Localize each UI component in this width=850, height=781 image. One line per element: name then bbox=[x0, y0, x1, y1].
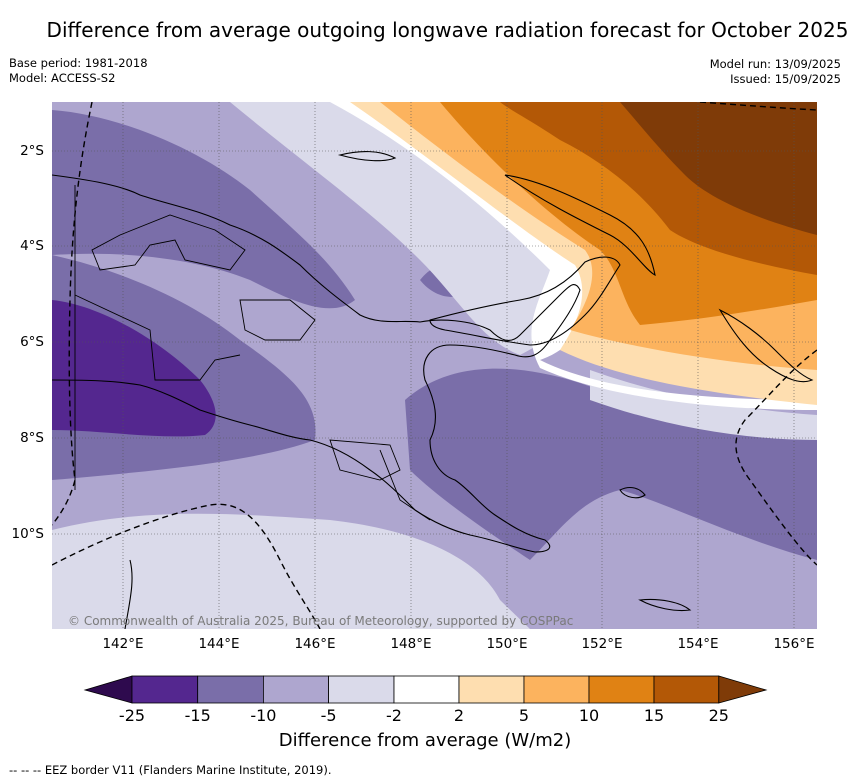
manus-island bbox=[337, 151, 397, 162]
issued-text: Issued: 15/09/2025 bbox=[730, 72, 841, 86]
border-sepik bbox=[91, 214, 246, 271]
fill-neg5-neg2-south bbox=[52, 513, 530, 629]
colorbar bbox=[83, 675, 768, 704]
border-highlands bbox=[239, 299, 316, 341]
fill-neg25-neg15 bbox=[52, 300, 216, 437]
meta-left: Base period: 1981-2018 Model: ACCESS-S2 bbox=[9, 56, 148, 86]
colorbar-seg-5 bbox=[393, 675, 460, 704]
colorbar-tick-8: 15 bbox=[643, 706, 665, 725]
colorbar-tick-6: 5 bbox=[518, 706, 530, 725]
lon-label-142e: 142°E bbox=[102, 636, 144, 652]
lat-label-2s: 2°S bbox=[20, 143, 44, 159]
map-title: Difference from average outgoing longwav… bbox=[46, 18, 849, 42]
colorbar-seg-3 bbox=[262, 675, 329, 704]
colorbar-tick-5: 2 bbox=[453, 706, 465, 725]
lon-label-146e: 146°E bbox=[294, 636, 336, 652]
border-western bbox=[74, 294, 241, 381]
colorbar-seg-7 bbox=[523, 675, 590, 704]
eez-northeast bbox=[699, 102, 817, 111]
gridlines bbox=[52, 102, 817, 629]
colorbar-seg-9 bbox=[653, 675, 720, 704]
colorbar-tick-9: 25 bbox=[708, 706, 729, 725]
copyright-text: © Commonwealth of Australia 2025, Bureau… bbox=[68, 614, 574, 628]
coastlines bbox=[52, 151, 814, 629]
province-borders bbox=[74, 185, 431, 521]
colorbar-seg-1 bbox=[131, 675, 199, 704]
colorbar-tick-2: -10 bbox=[250, 706, 277, 725]
colorbar-tick-0: -25 bbox=[118, 706, 146, 725]
lon-label-148e: 148°E bbox=[390, 636, 432, 652]
base-period-text: Base period: 1981-2018 bbox=[9, 56, 148, 70]
colorbar-seg-6 bbox=[458, 675, 525, 704]
lon-label-152e: 152°E bbox=[581, 636, 623, 652]
lon-label-144e: 144°E bbox=[198, 636, 240, 652]
rossel-island bbox=[638, 598, 692, 612]
new-guinea-coast bbox=[52, 174, 581, 553]
colorbar-tick-1: -15 bbox=[184, 706, 211, 725]
fill-neg15-neg10-north bbox=[52, 110, 355, 309]
colorbar-seg-4 bbox=[328, 675, 395, 704]
colorbar-seg-2 bbox=[197, 675, 264, 704]
new-britain-coast bbox=[429, 256, 621, 346]
eez-west bbox=[52, 102, 93, 526]
colorbar-label: Difference from average (W/m2) bbox=[278, 730, 572, 751]
border-milne-bay bbox=[379, 449, 431, 521]
colorbar-seg-8 bbox=[588, 675, 655, 704]
colorbar-tick-4: -2 bbox=[386, 706, 402, 725]
woodlark-island bbox=[619, 486, 646, 499]
eez-borders bbox=[52, 102, 817, 629]
colorbar-tick-3: -5 bbox=[320, 706, 337, 725]
lon-label-154e: 154°E bbox=[677, 636, 719, 652]
new-ireland-coast bbox=[504, 174, 656, 276]
colorbar-tick-7: 10 bbox=[578, 706, 600, 725]
eez-east bbox=[735, 349, 817, 566]
colorbar-under-arrow bbox=[83, 675, 133, 704]
lat-label-10s: 10°S bbox=[11, 526, 45, 542]
fill-25-plus bbox=[620, 102, 817, 235]
eez-footnote: -- -- -- EEZ border V11 (Flanders Marine… bbox=[9, 763, 332, 777]
colorbar-over-arrow bbox=[718, 675, 768, 704]
bougainville-coast bbox=[718, 308, 814, 383]
cape-york-coast bbox=[124, 559, 133, 629]
model-run-text: Model run: 13/09/2025 bbox=[709, 57, 841, 71]
meta-right: Model run: 13/09/2025 Issued: 15/09/2025 bbox=[710, 57, 841, 87]
lat-label-6s: 6°S bbox=[20, 334, 44, 350]
fill-neg5-neg2-east bbox=[590, 370, 817, 440]
lon-label-150e: 150°E bbox=[486, 636, 528, 652]
lat-label-4s: 4°S bbox=[20, 238, 44, 254]
eez-south bbox=[52, 503, 321, 629]
model-text: Model: ACCESS-S2 bbox=[9, 71, 116, 85]
lon-label-156e: 156°E bbox=[773, 636, 815, 652]
contour-fills bbox=[52, 102, 817, 629]
lat-label-8s: 8°S bbox=[20, 430, 44, 446]
